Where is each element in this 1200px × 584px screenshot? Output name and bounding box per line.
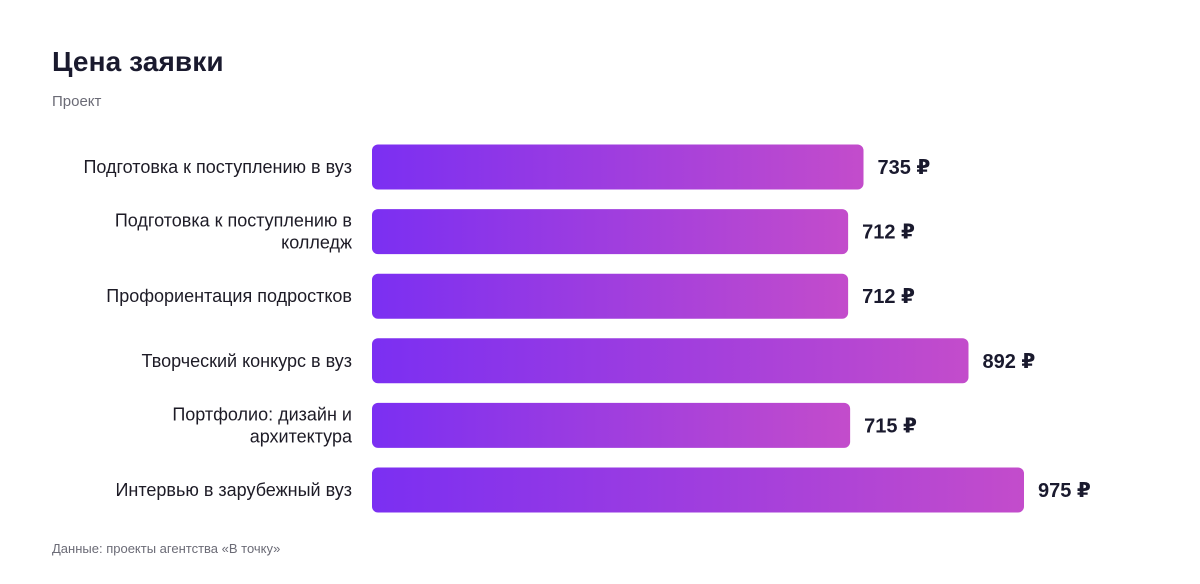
- category-label-3: Профориентация подростков: [106, 286, 352, 306]
- value-label-2: 712 ₽: [862, 222, 915, 244]
- value-label-1: 735 ₽: [878, 157, 931, 179]
- chart-source-note: Данные: проекты агентства «В точку»: [52, 541, 281, 556]
- category-label-5: Портфолио: дизайн и архитектура: [172, 404, 353, 446]
- chart-subtitle: Проект: [52, 93, 102, 110]
- bar-3: [372, 273, 849, 319]
- bar-5: [372, 402, 851, 448]
- category-label-6: Интервью в зарубежный вуз: [115, 480, 352, 500]
- category-label-4: Творческий конкурс в вуз: [142, 351, 352, 371]
- value-label-4: 892 ₽: [982, 351, 1035, 373]
- bar-2: [372, 209, 849, 255]
- bar-1: [372, 144, 864, 190]
- category-label-1: Подготовка к поступлению в вуз: [83, 157, 352, 177]
- category-label-2: Подготовка к поступлению в колледж: [115, 211, 352, 253]
- bar-4: [372, 338, 969, 384]
- value-label-3: 712 ₽: [862, 286, 915, 308]
- value-label-5: 715 ₽: [864, 415, 917, 437]
- bar-6: [372, 467, 1024, 513]
- value-label-6: 975 ₽: [1038, 480, 1091, 502]
- chart-title: Цена заявки: [52, 46, 224, 77]
